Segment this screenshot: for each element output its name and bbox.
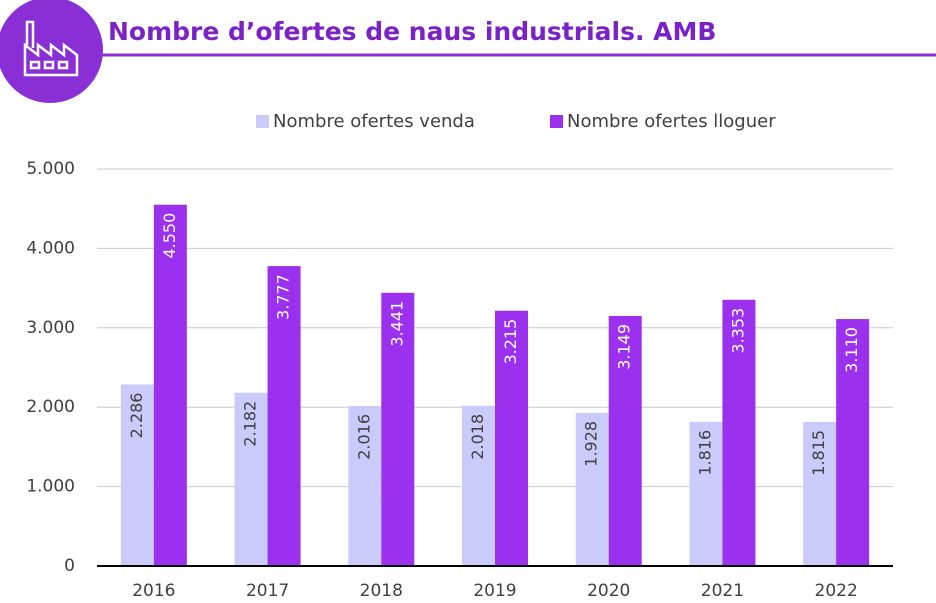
value-label: 3.441 (387, 301, 406, 347)
bar (689, 421, 723, 566)
value-label: 3.777 (274, 274, 293, 320)
header-icon (0, 0, 103, 103)
bar (234, 392, 268, 566)
bar (608, 315, 642, 566)
legend-swatch (550, 115, 563, 128)
bar (267, 266, 301, 566)
legend-label: Nombre ofertes lloguer (567, 111, 776, 132)
bar (381, 292, 415, 566)
value-label: 3.353 (728, 308, 747, 354)
value-label: 1.816 (695, 430, 714, 476)
value-label: 3.110 (842, 327, 861, 373)
bar (803, 421, 837, 566)
bar (722, 299, 756, 566)
value-label: 3.215 (501, 319, 520, 365)
bar (836, 319, 870, 566)
y-tick-label: 1.000 (26, 477, 75, 497)
value-label: 1.928 (582, 421, 601, 467)
y-tick-label: 2.000 (26, 397, 75, 417)
value-label: 2.286 (127, 392, 146, 438)
bar (153, 204, 187, 567)
value-label: 3.149 (615, 324, 634, 370)
bar (495, 310, 528, 566)
value-label: 1.815 (809, 430, 828, 476)
bar (348, 405, 382, 566)
x-tick-label: 2022 (815, 581, 858, 601)
value-label: 2.018 (468, 414, 487, 460)
legend-label: Nombre ofertes venda (273, 111, 475, 132)
bar (462, 405, 495, 566)
x-tick-label: 2017 (246, 581, 289, 601)
x-tick-label: 2019 (473, 581, 516, 601)
x-tick-label: 2020 (587, 581, 630, 601)
legend-swatch (256, 115, 269, 128)
y-tick-label: 0 (64, 556, 75, 576)
x-tick-label: 2021 (701, 581, 744, 601)
chart-title: Nombre d’ofertes de naus industrials. AM… (108, 17, 716, 46)
value-label: 2.182 (241, 401, 260, 447)
y-tick-label: 3.000 (26, 318, 75, 338)
x-tick-label: 2016 (132, 581, 175, 601)
value-label: 4.550 (160, 213, 179, 259)
value-label: 2.016 (354, 414, 373, 460)
bar (120, 384, 154, 566)
bar (575, 412, 609, 566)
x-tick-label: 2018 (360, 581, 403, 601)
y-tick-label: 5.000 (26, 159, 75, 179)
y-tick-label: 4.000 (26, 238, 75, 258)
